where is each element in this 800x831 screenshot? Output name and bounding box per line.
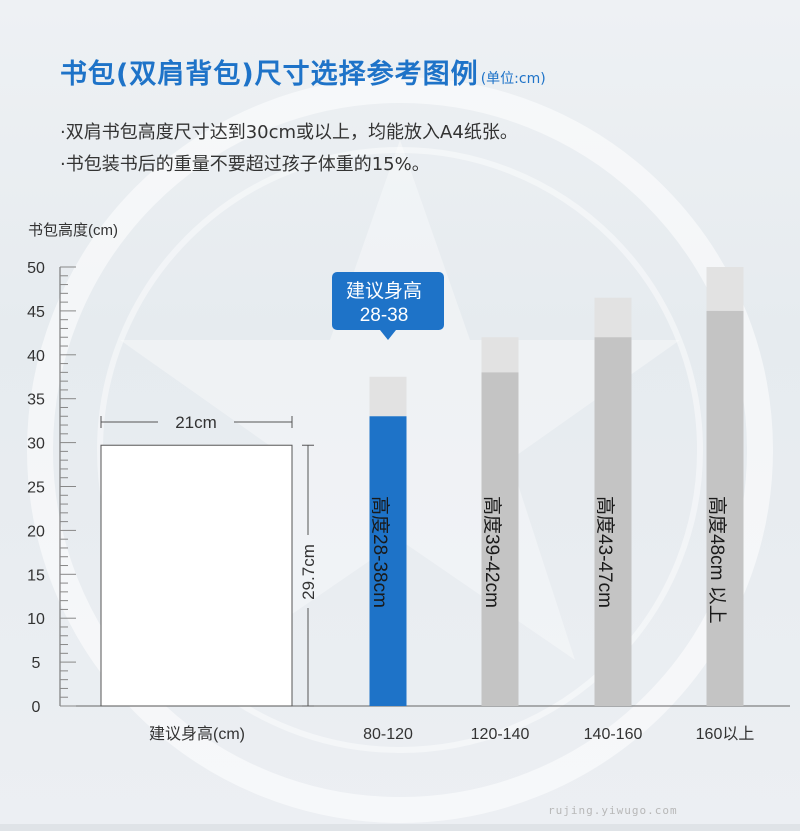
x-tick-label: 80-120 [363, 726, 413, 743]
y-tick-label: 45 [27, 304, 45, 321]
x-tick-label: 120-140 [471, 726, 530, 743]
y-tick-label: 35 [27, 392, 45, 409]
callout-line1: 建议身高 [346, 280, 422, 302]
a4-paper [100, 444, 293, 707]
title-row: 书包(双肩背包)尺寸选择参考图例 (单位:cm) [60, 52, 546, 91]
bar-label: 高度43-47cm [594, 496, 616, 608]
a4-sheet: 21cm 29.7cm 建议身高(cm) [100, 413, 318, 743]
note-weight: ·书包装书后的重量不要超过孩子体重的15%。 [60, 154, 430, 175]
y-tick-label: 25 [27, 480, 45, 497]
height-callout: 建议身高 28-38 [332, 272, 444, 340]
bar-top-range [481, 337, 519, 373]
bar [369, 416, 407, 706]
a4-width-label: 21cm [175, 413, 217, 432]
x-axis-labels: 80-120 120-140 140-160 160以上 [363, 725, 754, 743]
watermark: rujing.yiwugo.com [548, 804, 678, 817]
callout-box [332, 272, 444, 330]
callout-pointer [380, 330, 396, 340]
bar-top-range [594, 297, 632, 338]
footer-strip [0, 824, 800, 831]
bar-label: 高度48cm 以上 [706, 496, 728, 624]
bar-top-range [369, 376, 407, 417]
y-tick-label: 5 [32, 655, 41, 672]
note-a4: ·双肩书包高度尺寸达到30cm或以上，均能放入A4纸张。 [60, 122, 518, 143]
y-tick-label: 15 [27, 567, 45, 584]
x-tick-label: 160以上 [696, 725, 755, 743]
y-tick-label: 0 [32, 699, 41, 716]
y-axis-label: 书包高度(cm) [28, 222, 118, 239]
y-tick-label: 30 [27, 436, 45, 453]
callout-line2: 28-38 [360, 305, 409, 326]
y-tick-label: 10 [27, 611, 45, 628]
y-axis: 0 5 10 15 20 25 30 35 40 45 50 [27, 260, 790, 716]
bar-top-range [706, 267, 744, 311]
bar-label: 高度39-42cm [481, 496, 503, 608]
x-tick-label: 140-160 [584, 726, 643, 743]
a4-category-label: 建议身高(cm) [149, 725, 245, 743]
bar [706, 310, 744, 706]
unit-label: (单位:cm) [480, 71, 546, 87]
a4-height-label: 29.7cm [299, 544, 318, 600]
page-title: 书包(双肩背包)尺寸选择参考图例 [60, 59, 479, 90]
y-tick-label: 40 [27, 348, 45, 365]
y-tick-label: 50 [27, 260, 45, 277]
y-tick-label: 20 [27, 523, 45, 540]
bar [594, 337, 632, 706]
bar [481, 372, 519, 706]
bars: 高度28-38cm 高度39-42cm 高度43-47cm 高度48cm 以上 [369, 267, 744, 706]
bar-label: 高度28-38cm [369, 496, 391, 608]
